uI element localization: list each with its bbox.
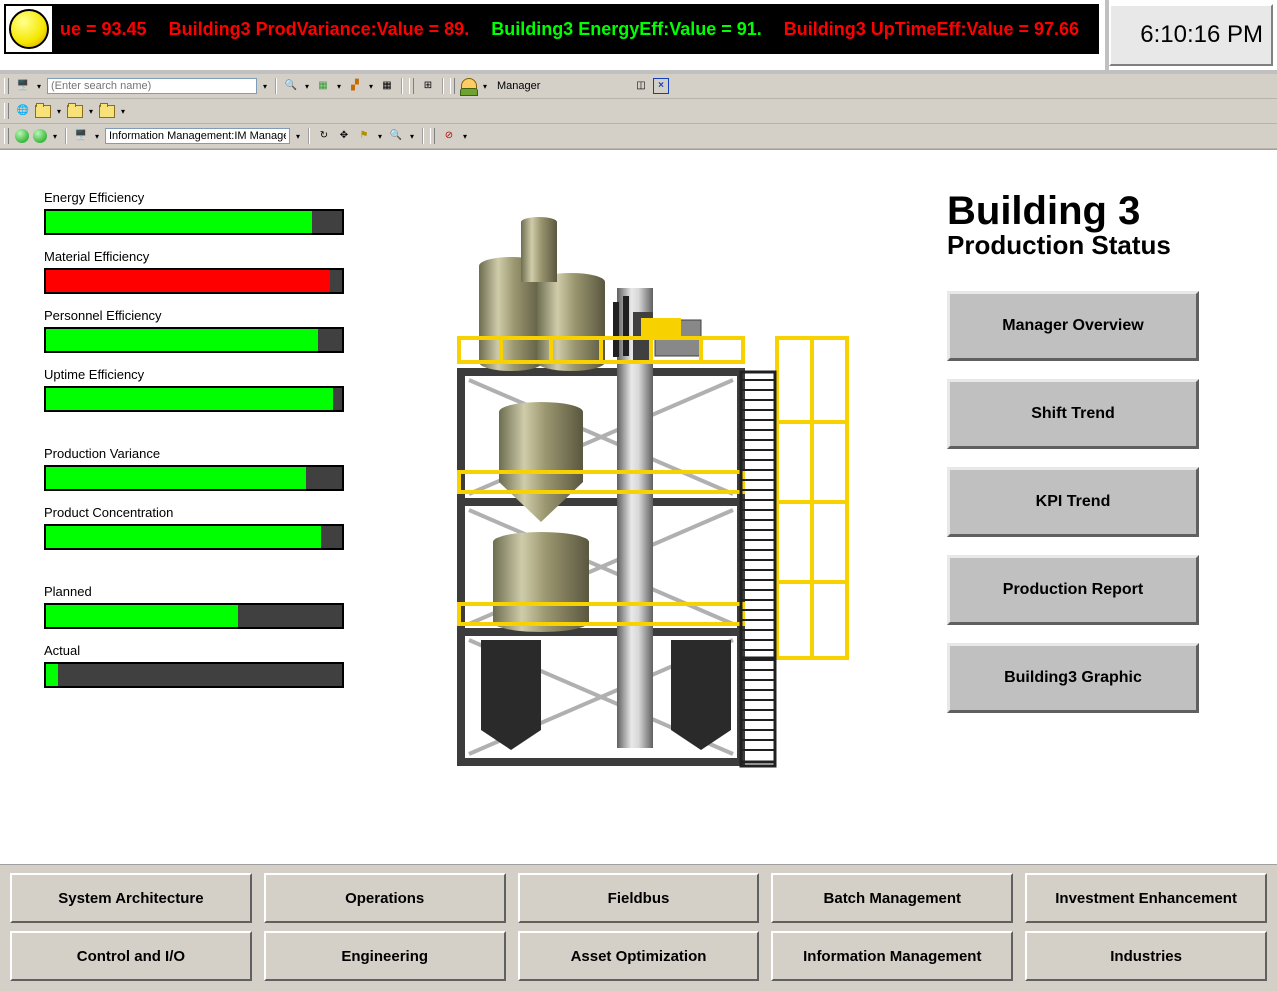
toolbars: 🖥️ ▾ ▾ 🔍 ▾ ▦ ▾ ▞ ▾ ▦ ⊞ ▾ Manager ◫ × 🌐 ▾… [0,74,1277,150]
main-area: Energy Efficiency Material Efficiency Pers… [0,150,1277,830]
nav-path-input[interactable] [105,128,290,144]
gauge-label: Personnel Efficiency [44,308,354,323]
device-icon[interactable]: 🖥️ [15,78,31,94]
gauge-label: Production Variance [44,446,354,461]
page-title: Building 3 [947,190,1247,232]
top-strip: ue = 93.45 Building3 ProdVariance:Value =… [0,0,1277,74]
gauge-label: Uptime Efficiency [44,367,354,382]
find-icon[interactable]: 🔍 [283,78,299,94]
nav-button[interactable]: Manager Overview [947,291,1199,361]
gauge-label: Material Efficiency [44,249,354,264]
plant-graphic [354,190,947,830]
close-icon[interactable]: × [653,78,669,94]
folder-icon[interactable] [35,103,51,119]
gauge-fill [46,467,306,489]
gauge-track [44,209,344,235]
bottom-button[interactable]: Fieldbus [518,873,760,923]
gauge-track [44,662,344,688]
device-icon[interactable]: 🖥️ [73,128,89,144]
gauge: Production Variance [44,446,354,491]
ticker-item: ue = 93.45 [60,19,147,39]
gauge: Personnel Efficiency [44,308,354,353]
chart-icon[interactable]: ▞ [347,78,363,94]
bottom-button[interactable]: System Architecture [10,873,252,923]
ticker-wrap: ue = 93.45 Building3 ProdVariance:Value =… [0,0,1109,70]
gauge-track [44,465,344,491]
bottom-button[interactable]: Investment Enhancement [1025,873,1267,923]
gauge-track [44,327,344,353]
nav-back-icon[interactable] [15,129,29,143]
tool-icon[interactable]: ✥ [336,128,352,144]
gauge: Actual [44,643,354,688]
find-icon[interactable]: 🔍 [388,128,404,144]
ticker-item: Building3 UpTimeEff:Value = 97.66 [784,19,1079,39]
refresh-icon[interactable]: ↻ [316,128,332,144]
layout-icon[interactable]: ⊞ [420,78,436,94]
bottom-button[interactable]: Industries [1025,931,1267,981]
folder-icon[interactable] [67,103,83,119]
gauge-track [44,524,344,550]
bottom-button[interactable]: Batch Management [771,873,1013,923]
stop-icon[interactable]: ⊘ [441,128,457,144]
toolbar-row-nav: ▾ 🖥️ ▾ ▾ ↻ ✥ ⚑ ▾ 🔍 ▾ ⊘ ▾ [0,124,1277,149]
user-role-label: Manager [497,80,540,92]
window-icon[interactable]: ◫ [633,78,649,94]
nav-button[interactable]: Building3 Graphic [947,643,1199,713]
gauge-label: Actual [44,643,354,658]
bottom-button[interactable]: Information Management [771,931,1013,981]
user-icon [461,78,477,94]
gauge: Uptime Efficiency [44,367,354,412]
bottom-button-grid: System ArchitectureOperationsFieldbusBat… [0,864,1277,991]
nav-button[interactable]: Production Report [947,555,1199,625]
gauge-label: Energy Efficiency [44,190,354,205]
toolbar-row-search: 🖥️ ▾ ▾ 🔍 ▾ ▦ ▾ ▞ ▾ ▦ ⊞ ▾ Manager ◫ × [0,74,1277,99]
globe-icon[interactable]: 🌐 [15,103,31,119]
gauges-column: Energy Efficiency Material Efficiency Pers… [44,190,354,830]
gauge-track [44,603,344,629]
gauge: Material Efficiency [44,249,354,294]
search-dropdown-icon[interactable]: ▾ [261,78,269,94]
device-dropdown-icon[interactable]: ▾ [35,78,43,94]
nav-button[interactable]: Shift Trend [947,379,1199,449]
gauge: Energy Efficiency [44,190,354,235]
gauge-track [44,268,344,294]
gauge-fill [46,270,330,292]
nav-button[interactable]: KPI Trend [947,467,1199,537]
bottom-button[interactable]: Engineering [264,931,506,981]
search-input[interactable] [47,78,257,94]
gauge-fill [46,605,238,627]
ticker-item: Building3 EnergyEff:Value = 91. [491,19,762,39]
nav-forward-icon[interactable] [33,129,47,143]
status-indicator-icon [6,6,52,52]
clock-display: 6:10:16 PM [1109,4,1273,66]
bottom-button[interactable]: Operations [264,873,506,923]
right-column: Building 3 Production Status Manager Ove… [947,190,1247,830]
gauge-fill [46,664,58,686]
add-icon[interactable]: ▦ [315,78,331,94]
gauge-fill [46,526,321,548]
bottom-button[interactable]: Asset Optimization [518,931,760,981]
toolbar-row-folders: 🌐 ▾ ▾ ▾ [0,99,1277,124]
gauge-fill [46,329,318,351]
gauge-track [44,386,344,412]
gauge-fill [46,211,312,233]
plant-svg [441,202,861,772]
ticker-bar: ue = 93.45 Building3 ProdVariance:Value =… [4,4,1099,54]
gauge: Planned [44,584,354,629]
ticker-item: Building3 ProdVariance:Value = 89. [169,19,470,39]
grid-icon[interactable]: ▦ [379,78,395,94]
gauge-label: Product Concentration [44,505,354,520]
folder-icon[interactable] [99,103,115,119]
pin-icon[interactable]: ⚑ [356,128,372,144]
gauge: Product Concentration [44,505,354,550]
bottom-button[interactable]: Control and I/O [10,931,252,981]
gauge-fill [46,388,333,410]
page-subtitle: Production Status [947,230,1247,261]
gauge-label: Planned [44,584,354,599]
